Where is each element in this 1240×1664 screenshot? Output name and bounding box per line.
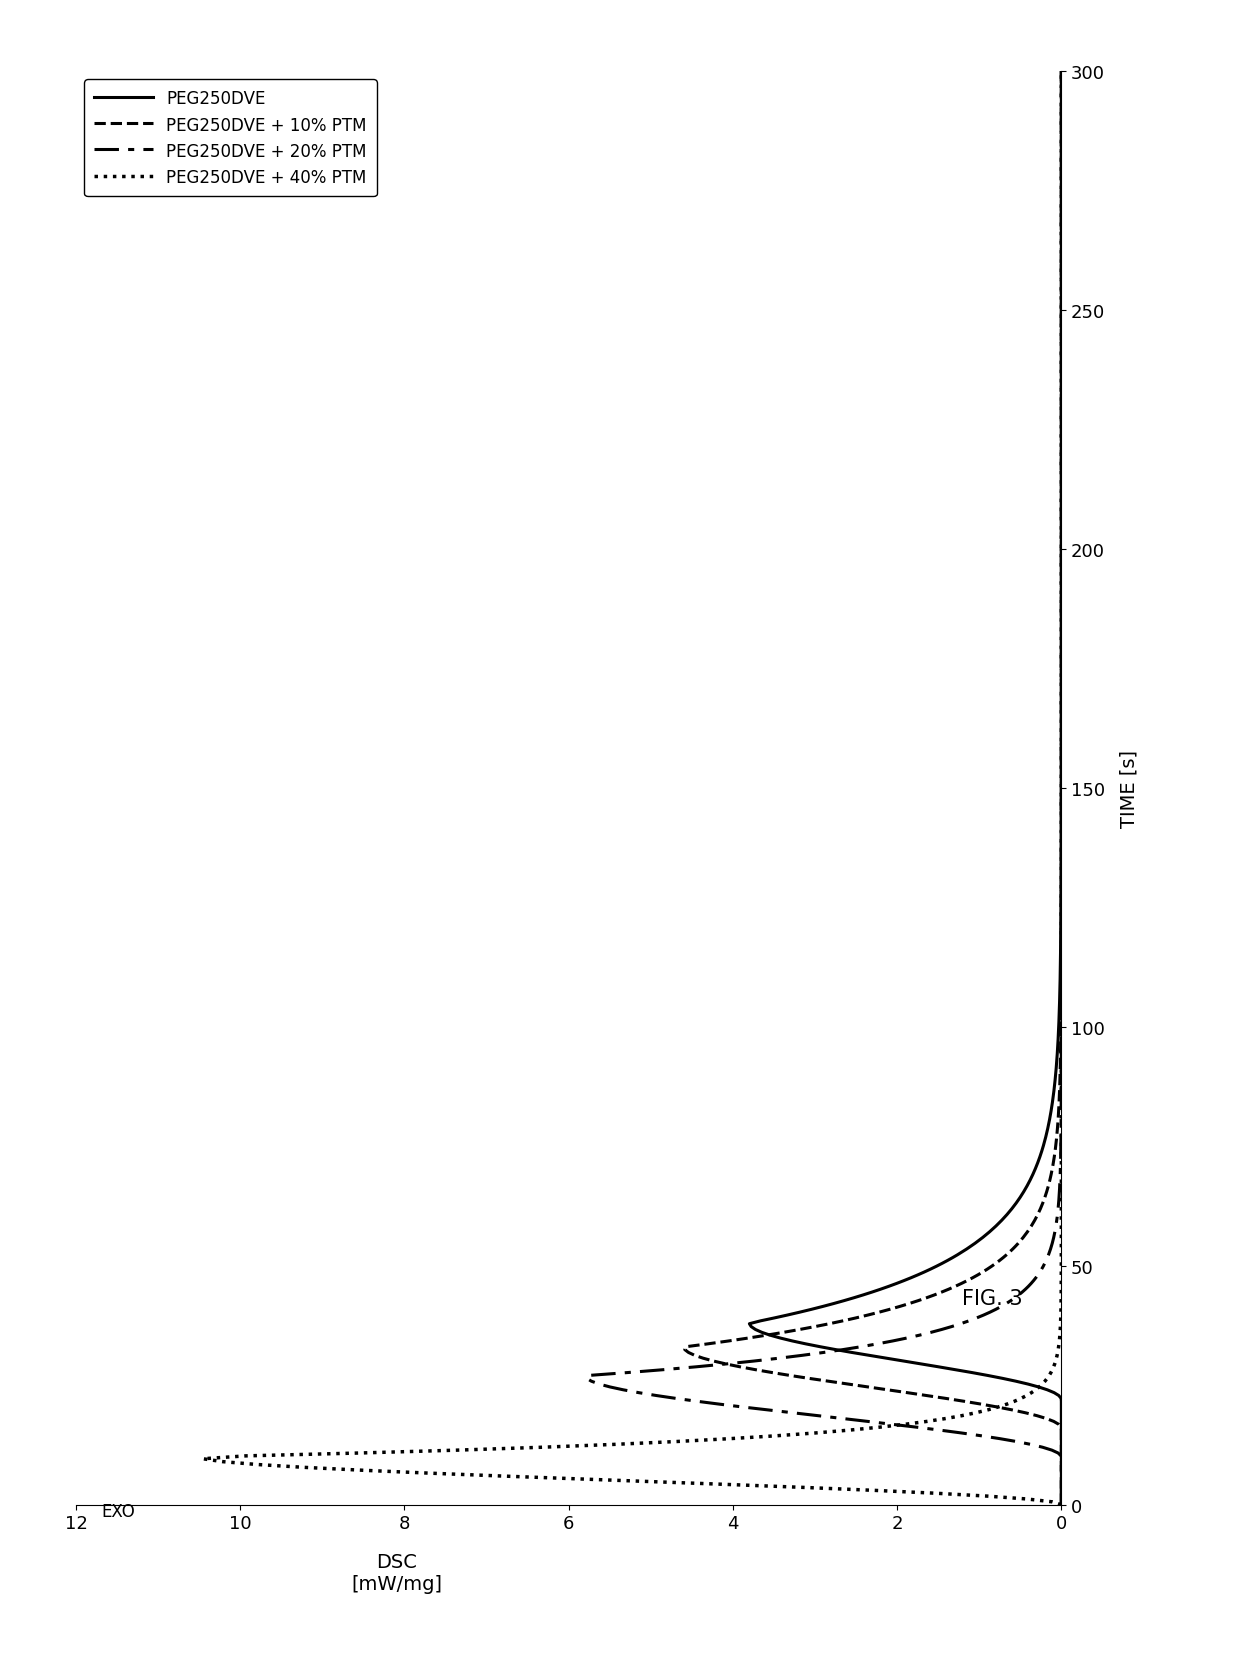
PEG250DVE + 20% PTM	[1054, 62, 1069, 82]
Text: DSC
[mW/mg]: DSC [mW/mg]	[351, 1553, 443, 1592]
PEG250DVE	[1054, 62, 1069, 82]
Line: PEG250DVE + 40% PTM: PEG250DVE + 40% PTM	[203, 72, 1061, 1504]
PEG250DVE + 20% PTM	[1054, 719, 1069, 739]
PEG250DVE	[1054, 321, 1069, 341]
PEG250DVE + 20% PTM	[1054, 321, 1069, 341]
PEG250DVE + 20% PTM	[1054, 642, 1069, 662]
PEG250DVE + 10% PTM	[1054, 805, 1069, 825]
PEG250DVE + 40% PTM	[1054, 62, 1069, 82]
PEG250DVE + 20% PTM	[1054, 1494, 1069, 1514]
PEG250DVE + 10% PTM	[1054, 62, 1069, 82]
PEG250DVE + 20% PTM	[1054, 805, 1069, 825]
Line: PEG250DVE + 10% PTM: PEG250DVE + 10% PTM	[684, 72, 1061, 1504]
PEG250DVE	[1054, 642, 1069, 662]
PEG250DVE	[1054, 97, 1069, 116]
Line: PEG250DVE + 20% PTM: PEG250DVE + 20% PTM	[587, 72, 1061, 1504]
PEG250DVE + 40% PTM	[1054, 321, 1069, 341]
PEG250DVE	[1054, 805, 1069, 825]
PEG250DVE + 10% PTM	[1054, 321, 1069, 341]
PEG250DVE + 40% PTM	[1054, 642, 1069, 662]
PEG250DVE + 20% PTM	[1054, 97, 1069, 116]
PEG250DVE + 40% PTM	[1054, 1494, 1069, 1514]
PEG250DVE + 40% PTM	[1054, 805, 1069, 825]
PEG250DVE	[1054, 814, 1069, 834]
PEG250DVE	[1054, 719, 1069, 739]
Text: EXO: EXO	[100, 1503, 135, 1519]
PEG250DVE + 40% PTM	[1054, 97, 1069, 116]
Text: FIG. 3: FIG. 3	[962, 1288, 1022, 1308]
PEG250DVE + 10% PTM	[1054, 1494, 1069, 1514]
PEG250DVE + 10% PTM	[1054, 814, 1069, 834]
Line: PEG250DVE: PEG250DVE	[749, 72, 1061, 1504]
PEG250DVE + 10% PTM	[1054, 719, 1069, 739]
PEG250DVE + 10% PTM	[1054, 97, 1069, 116]
Legend: PEG250DVE, PEG250DVE + 10% PTM, PEG250DVE + 20% PTM, PEG250DVE + 40% PTM: PEG250DVE, PEG250DVE + 10% PTM, PEG250DV…	[84, 80, 377, 196]
PEG250DVE + 40% PTM	[1054, 814, 1069, 834]
PEG250DVE + 20% PTM	[1054, 814, 1069, 834]
PEG250DVE + 40% PTM	[1054, 719, 1069, 739]
Y-axis label: TIME [s]: TIME [s]	[1120, 749, 1138, 827]
PEG250DVE	[1054, 1494, 1069, 1514]
PEG250DVE + 10% PTM	[1054, 642, 1069, 662]
